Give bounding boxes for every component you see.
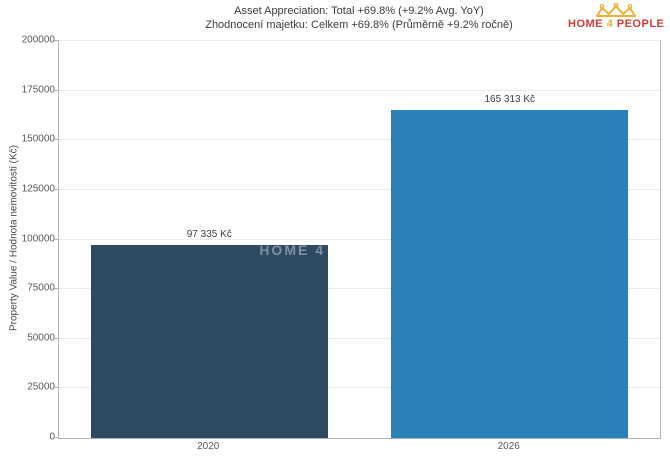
bar-value-label: 97 335 Kč xyxy=(186,229,232,240)
chart-title-english: Asset Appreciation: Total +69.8% (+9.2% … xyxy=(234,5,484,17)
y-tick-label: 175000 xyxy=(21,84,55,96)
y-tick-mark xyxy=(54,437,58,438)
y-tick-mark xyxy=(54,337,58,339)
bar-2020: HOME 4 xyxy=(91,245,328,438)
gridline xyxy=(59,337,660,339)
x-tick-label: 2020 xyxy=(197,441,220,452)
chart-title-czech: Zhodnocení majetku: Celkem +69.8% (Průmě… xyxy=(205,19,513,31)
gridline xyxy=(59,188,660,190)
y-tick-mark xyxy=(54,40,58,41)
gridline xyxy=(59,89,660,91)
y-tick-mark xyxy=(54,387,58,389)
y-tick-label: 25000 xyxy=(27,381,55,393)
bar-value-label: 165 313 Kč xyxy=(484,94,536,105)
y-axis-title: Property Value / Hodnota nemovitosti (Kč… xyxy=(8,144,20,332)
y-tick-mark xyxy=(54,288,58,290)
y-tick-mark xyxy=(54,238,58,240)
home4people-logo: HOME 4 PEOPLE xyxy=(568,3,664,30)
plot-area: HOME 4 97 335 Kč 165 313 Kč xyxy=(58,40,661,439)
y-tick-label: 0 xyxy=(49,431,55,443)
y-tick-mark xyxy=(54,188,58,190)
y-tick-label: 100000 xyxy=(21,233,55,244)
logo-word-people: PEOPLE xyxy=(616,18,665,30)
bar-2026 xyxy=(391,110,628,438)
y-tick-label: 200000 xyxy=(21,34,55,46)
y-tick-label: 75000 xyxy=(27,282,55,294)
gridline xyxy=(59,40,660,41)
x-tick-label: 2026 xyxy=(497,441,520,452)
y-tick-mark xyxy=(54,139,58,141)
watermark-text: HOME 4 xyxy=(259,245,325,258)
gridline xyxy=(59,288,660,290)
logo-word-4: 4 xyxy=(606,18,614,30)
y-tick-label: 150000 xyxy=(21,133,55,145)
y-tick-label: 50000 xyxy=(27,332,55,344)
gridline xyxy=(59,387,660,389)
gridline xyxy=(59,238,660,240)
y-tick-label: 125000 xyxy=(21,183,55,195)
y-tick-mark xyxy=(54,89,58,91)
gridline xyxy=(59,139,660,141)
logo-text: HOME 4 PEOPLE xyxy=(568,18,664,30)
chart-title: Asset Appreciation: Total +69.8% (+9.2% … xyxy=(58,4,660,32)
crown-icon xyxy=(596,3,636,17)
logo-word-home: HOME xyxy=(568,18,603,30)
